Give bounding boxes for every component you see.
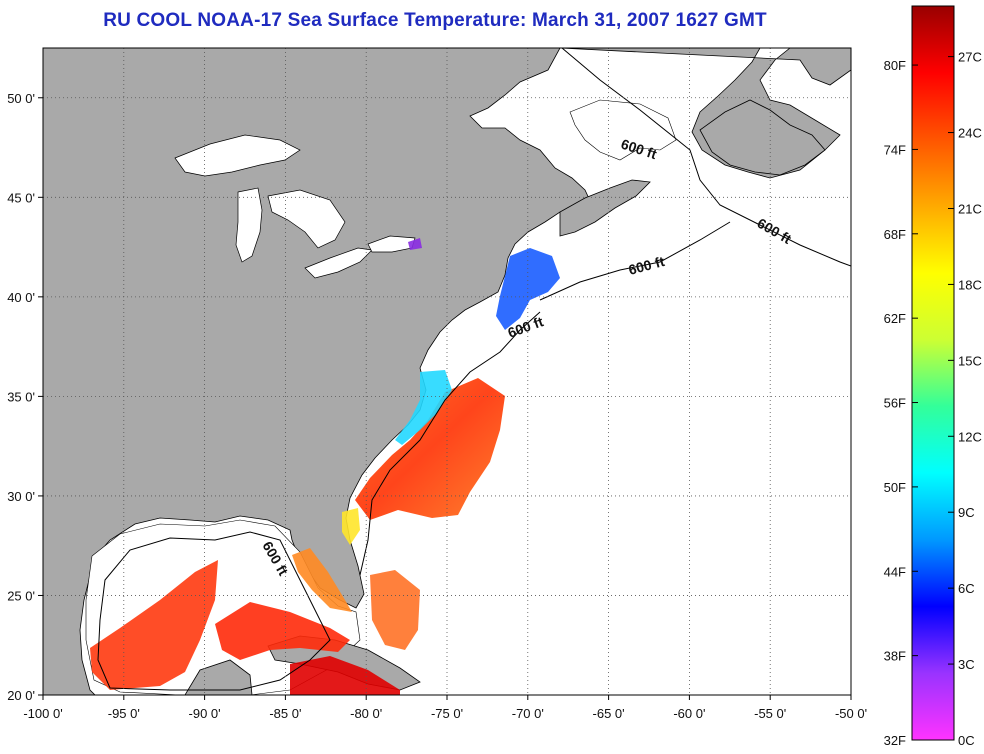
sst-bahamas: [370, 570, 420, 650]
x-tick-label: -100 0': [23, 706, 62, 721]
land-newfoundland-island: [699, 99, 826, 176]
x-tick-label: -60 0': [673, 706, 705, 721]
sst-florida-shelf: [292, 548, 352, 612]
x-tick-label: -80 0': [350, 706, 382, 721]
water-gulf-st-lawrence: [569, 99, 677, 161]
x-tick-label: -70 0': [512, 706, 544, 721]
map-grid: [43, 48, 851, 695]
map-title: RU COOL NOAA-17 Sea Surface Temperature:…: [103, 10, 767, 31]
sst-caribbean: [290, 656, 400, 695]
y-tick-label: 30 0': [7, 489, 35, 504]
sst-lake-ontario-purple: [408, 238, 422, 250]
land-yucatan: [184, 659, 253, 695]
sst-hatteras-cyan: [395, 370, 452, 445]
x-axis: -100 0' -95 0' -90 0' -85 0' -80 0' -75 0' -70…: [23, 695, 867, 721]
isobath-600ft-shelf: [539, 221, 731, 301]
y-tick-label: 45 0': [7, 190, 35, 205]
isobath-600ft-gulf: [97, 531, 331, 691]
x-tick-label: -55 0': [754, 706, 786, 721]
x-tick-label: -75 0': [431, 706, 463, 721]
y-tick-label: 50 0': [7, 91, 35, 106]
sst-yellow-shelf: [342, 508, 360, 545]
x-tick-label: -85 0': [269, 706, 301, 721]
sst-gulf-warm-west: [90, 560, 218, 690]
sst-gulf-warm-central: [215, 602, 350, 660]
land-nova-scotia: [559, 179, 651, 237]
y-axis: 20 0' 25 0' 30 0' 35 0' 40 0' 45 0' 50 0': [7, 91, 43, 703]
x-tick-label: -65 0': [593, 706, 625, 721]
sst-gulf-stream-warm: [355, 378, 505, 520]
x-tick-label: -50 0': [835, 706, 867, 721]
lake-huron: [267, 189, 346, 249]
isobath-600ft-mid: [359, 311, 541, 576]
y-tick-label: 25 0': [7, 588, 35, 603]
x-tick-label: -90 0': [189, 706, 221, 721]
lake-michigan: [235, 187, 263, 263]
x-tick-label: -95 0': [108, 706, 140, 721]
y-tick-label: 35 0': [7, 389, 35, 404]
isobath-600ft: [561, 48, 851, 267]
y-tick-label: 40 0': [7, 290, 35, 305]
y-tick-label: 20 0': [7, 688, 35, 703]
